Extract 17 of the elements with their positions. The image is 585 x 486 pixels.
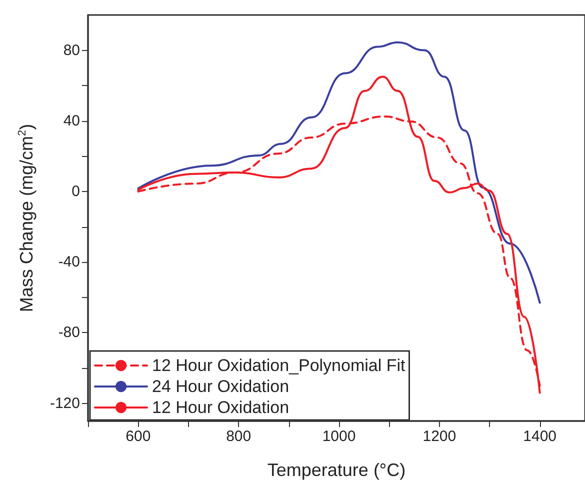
x-axis-title: Temperature (°C) <box>267 460 406 480</box>
y-tick-label: -40 <box>58 254 80 271</box>
y-tick-label: 80 <box>63 42 80 59</box>
x-tick-label: 600 <box>126 428 151 445</box>
line-series <box>137 41 541 304</box>
legend-label: 12 Hour Oxidation_Polynomial Fit <box>152 356 406 375</box>
x-tick-label: 1000 <box>322 428 356 445</box>
legend-label: 24 Hour Oxidation <box>152 377 290 396</box>
x-tick-label: 800 <box>226 428 252 445</box>
y-tick-label: 0 <box>72 183 80 200</box>
y-tick-label: -80 <box>58 324 80 342</box>
y-axis-title: Mass Change (mg/cm2) <box>16 124 36 312</box>
x-tick-label: 1200 <box>422 428 456 445</box>
legend-label: 12 Hour Oxidation <box>152 398 290 417</box>
x-tick-label: 1400 <box>523 428 557 445</box>
y-tick-label: -120 <box>50 394 80 412</box>
y-tick-label: 40 <box>63 112 80 130</box>
